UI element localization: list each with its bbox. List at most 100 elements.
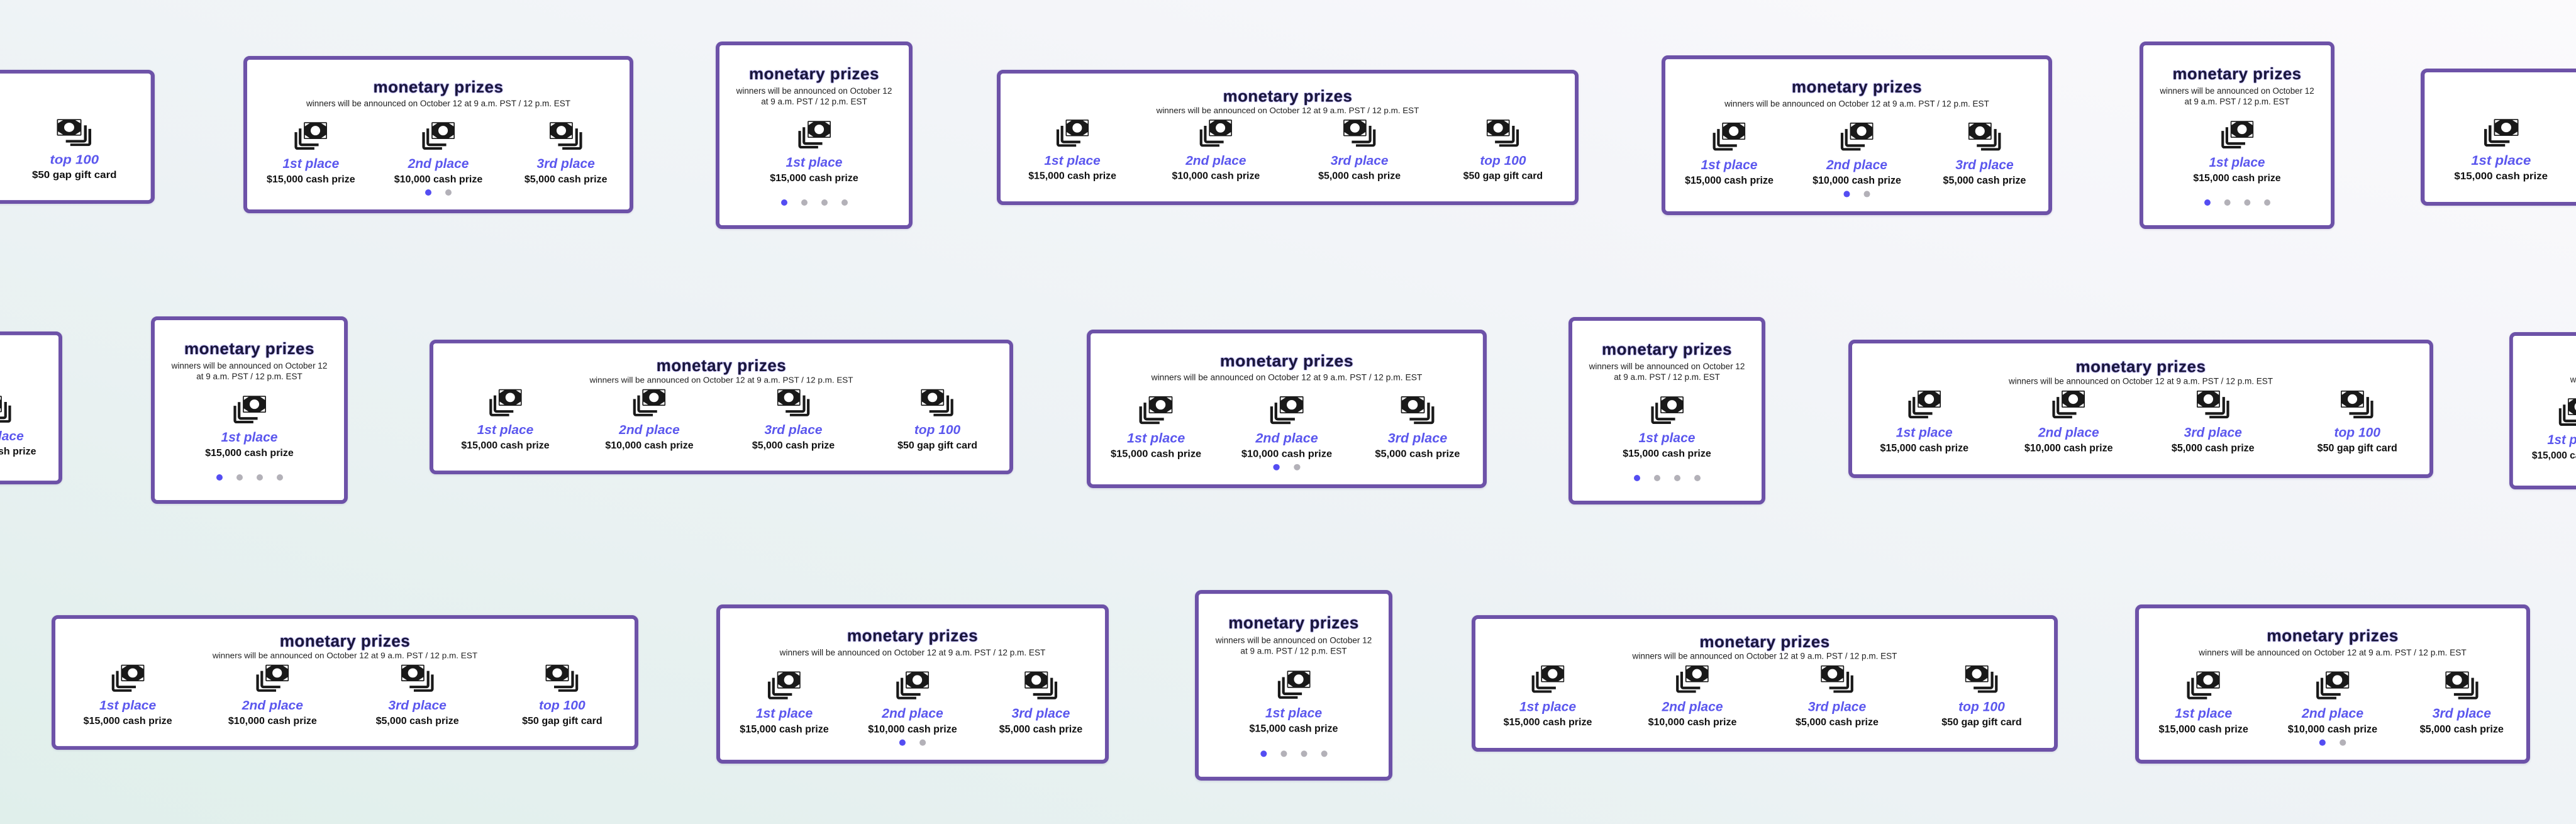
carousel-dot[interactable] — [2243, 199, 2250, 206]
prize-column: 2nd place $10,000 cash prize — [1623, 665, 1762, 729]
carousel-dot[interactable] — [2224, 199, 2231, 206]
prize-amount-label: $5,000 cash prize — [1318, 170, 1401, 182]
prize-amount-label: $5,000 cash prize — [2419, 724, 2504, 735]
carousel-dot[interactable] — [2263, 199, 2270, 206]
money-stack-icon — [2445, 671, 2479, 701]
prize-place-label: 3rd place — [388, 698, 447, 713]
prize-column: 3rd place $5,000 cash prize — [971, 671, 1110, 735]
carousel-dot[interactable] — [276, 474, 283, 481]
carousel-dot[interactable] — [2340, 739, 2346, 746]
prize-column: 2nd place $10,000 cash prize — [1999, 390, 2138, 455]
carousel-dot[interactable] — [236, 474, 243, 481]
prize-amount-label: $15,000 cash prize — [1111, 448, 1202, 460]
prize-amount-label: $10,000 cash prize — [1172, 170, 1260, 182]
prize-column: 1st place $15,000 cash prize — [714, 671, 853, 735]
card-subtitle: winners will be announced on October 12 … — [212, 650, 478, 660]
prize-column: 1st place $15,000 cash prize — [2507, 398, 2576, 462]
prize-columns: 1st place $15,000 cash prize — [1199, 594, 1389, 777]
carousel-dot[interactable] — [801, 199, 808, 206]
prize-column: 1st place $15,000 cash prize — [1598, 396, 1736, 460]
prize-amount-label: $50 gap gift card — [2317, 443, 2397, 454]
money-stack-icon — [1487, 120, 1519, 148]
carousel-dot-active[interactable] — [1843, 191, 1850, 198]
carousel-dot[interactable] — [1280, 750, 1287, 757]
money-stack-icon — [1965, 665, 1998, 694]
prize-amount-label: $10,000 cash prize — [1648, 717, 1737, 728]
prize-column: top 100 $50 gap gift card — [2288, 390, 2426, 455]
money-stack-icon — [1713, 122, 1746, 152]
prize-place-label: 1st place — [1265, 706, 1323, 721]
carousel-dot[interactable] — [919, 739, 926, 746]
carousel-dot[interactable] — [1301, 750, 1307, 757]
carousel-dots — [719, 198, 909, 209]
money-stack-icon — [545, 664, 579, 693]
money-stack-icon — [2221, 121, 2253, 150]
carousel-dot[interactable] — [841, 199, 848, 206]
card-subtitle: winners will be announced on October 12 a… — [719, 86, 909, 107]
card-subtitle: winners will be announced on October 12 a… — [2143, 86, 2331, 107]
prize-amount-label: $15,000 cash prize — [1623, 448, 1711, 459]
carousel-dot[interactable] — [821, 199, 828, 206]
card-subtitle-line1: winners will be announced on October 12 — [736, 86, 892, 96]
prize-column: 1st place $15,000 cash prize — [1224, 671, 1363, 735]
carousel-dot[interactable] — [1653, 475, 1660, 481]
prize-amount-label: $10,000 cash prize — [228, 716, 317, 727]
prize-place-label: top 100 — [914, 423, 961, 438]
carousel-dot-active[interactable] — [1633, 475, 1640, 481]
carousel-dot-active[interactable] — [899, 739, 906, 746]
carousel-dot-active[interactable] — [425, 189, 431, 196]
money-stack-icon — [57, 119, 92, 147]
money-stack-icon — [2316, 671, 2350, 701]
carousel-dot[interactable] — [1321, 750, 1328, 757]
money-stack-icon — [797, 121, 831, 150]
carousel-dot-active[interactable] — [2319, 739, 2326, 746]
prize-place-label: 1st place — [99, 698, 157, 713]
prize-place-label: 3rd place — [1807, 699, 1867, 715]
prize-columns: 1st place $15,000 cash prize — [155, 320, 344, 500]
carousel-dots — [1665, 189, 2048, 200]
money-stack-icon — [1139, 396, 1173, 425]
card-subtitle: winners will be announced on October 12 … — [2570, 375, 2576, 384]
prize-column: 1st place $15,000 cash prize — [436, 389, 575, 452]
carousel-dot-active[interactable] — [780, 199, 787, 206]
carousel-dot[interactable] — [256, 474, 263, 481]
money-stack-icon — [1343, 120, 1376, 148]
carousel-dot-active[interactable] — [1260, 750, 1267, 757]
money-stack-icon — [1908, 390, 1941, 420]
prize-amount-label: $10,000 cash prize — [1813, 175, 1901, 187]
prize-place-label: 1st place — [1519, 699, 1577, 715]
carousel-dot[interactable] — [1863, 191, 1870, 198]
prize-place-label: 2nd place — [2301, 706, 2364, 721]
money-stack-icon — [2559, 398, 2576, 427]
prize-place-label: 1st place — [1044, 153, 1101, 168]
card-title: monetary prizes — [1699, 632, 1830, 651]
carousel-dots — [720, 738, 1105, 749]
card-title: monetary prizes — [279, 632, 411, 650]
prize-place-label: 1st place — [755, 706, 813, 721]
prize-place-label: 1st place — [2209, 155, 2265, 170]
prize-amount-label: $15,000 cash prize — [2531, 450, 2576, 461]
carousel-dot-active[interactable] — [2204, 199, 2211, 206]
prize-amount-label: $15,000 cash prize — [1880, 443, 1969, 454]
carousel-dot[interactable] — [1694, 475, 1701, 481]
carousel-dot[interactable] — [445, 189, 452, 196]
carousel-dot-active[interactable] — [1273, 464, 1280, 470]
carousel-dot[interactable] — [1294, 464, 1301, 470]
carousel-dot-active[interactable] — [216, 474, 223, 481]
money-stack-icon — [489, 389, 522, 418]
carousel-dot[interactable] — [1674, 475, 1680, 481]
prize-column: 3rd place $5,000 cash prize — [348, 664, 487, 727]
prize-amount-label: $15,000 cash prize — [1685, 175, 1774, 187]
prize-column: 3rd place $5,000 cash prize — [497, 122, 635, 186]
